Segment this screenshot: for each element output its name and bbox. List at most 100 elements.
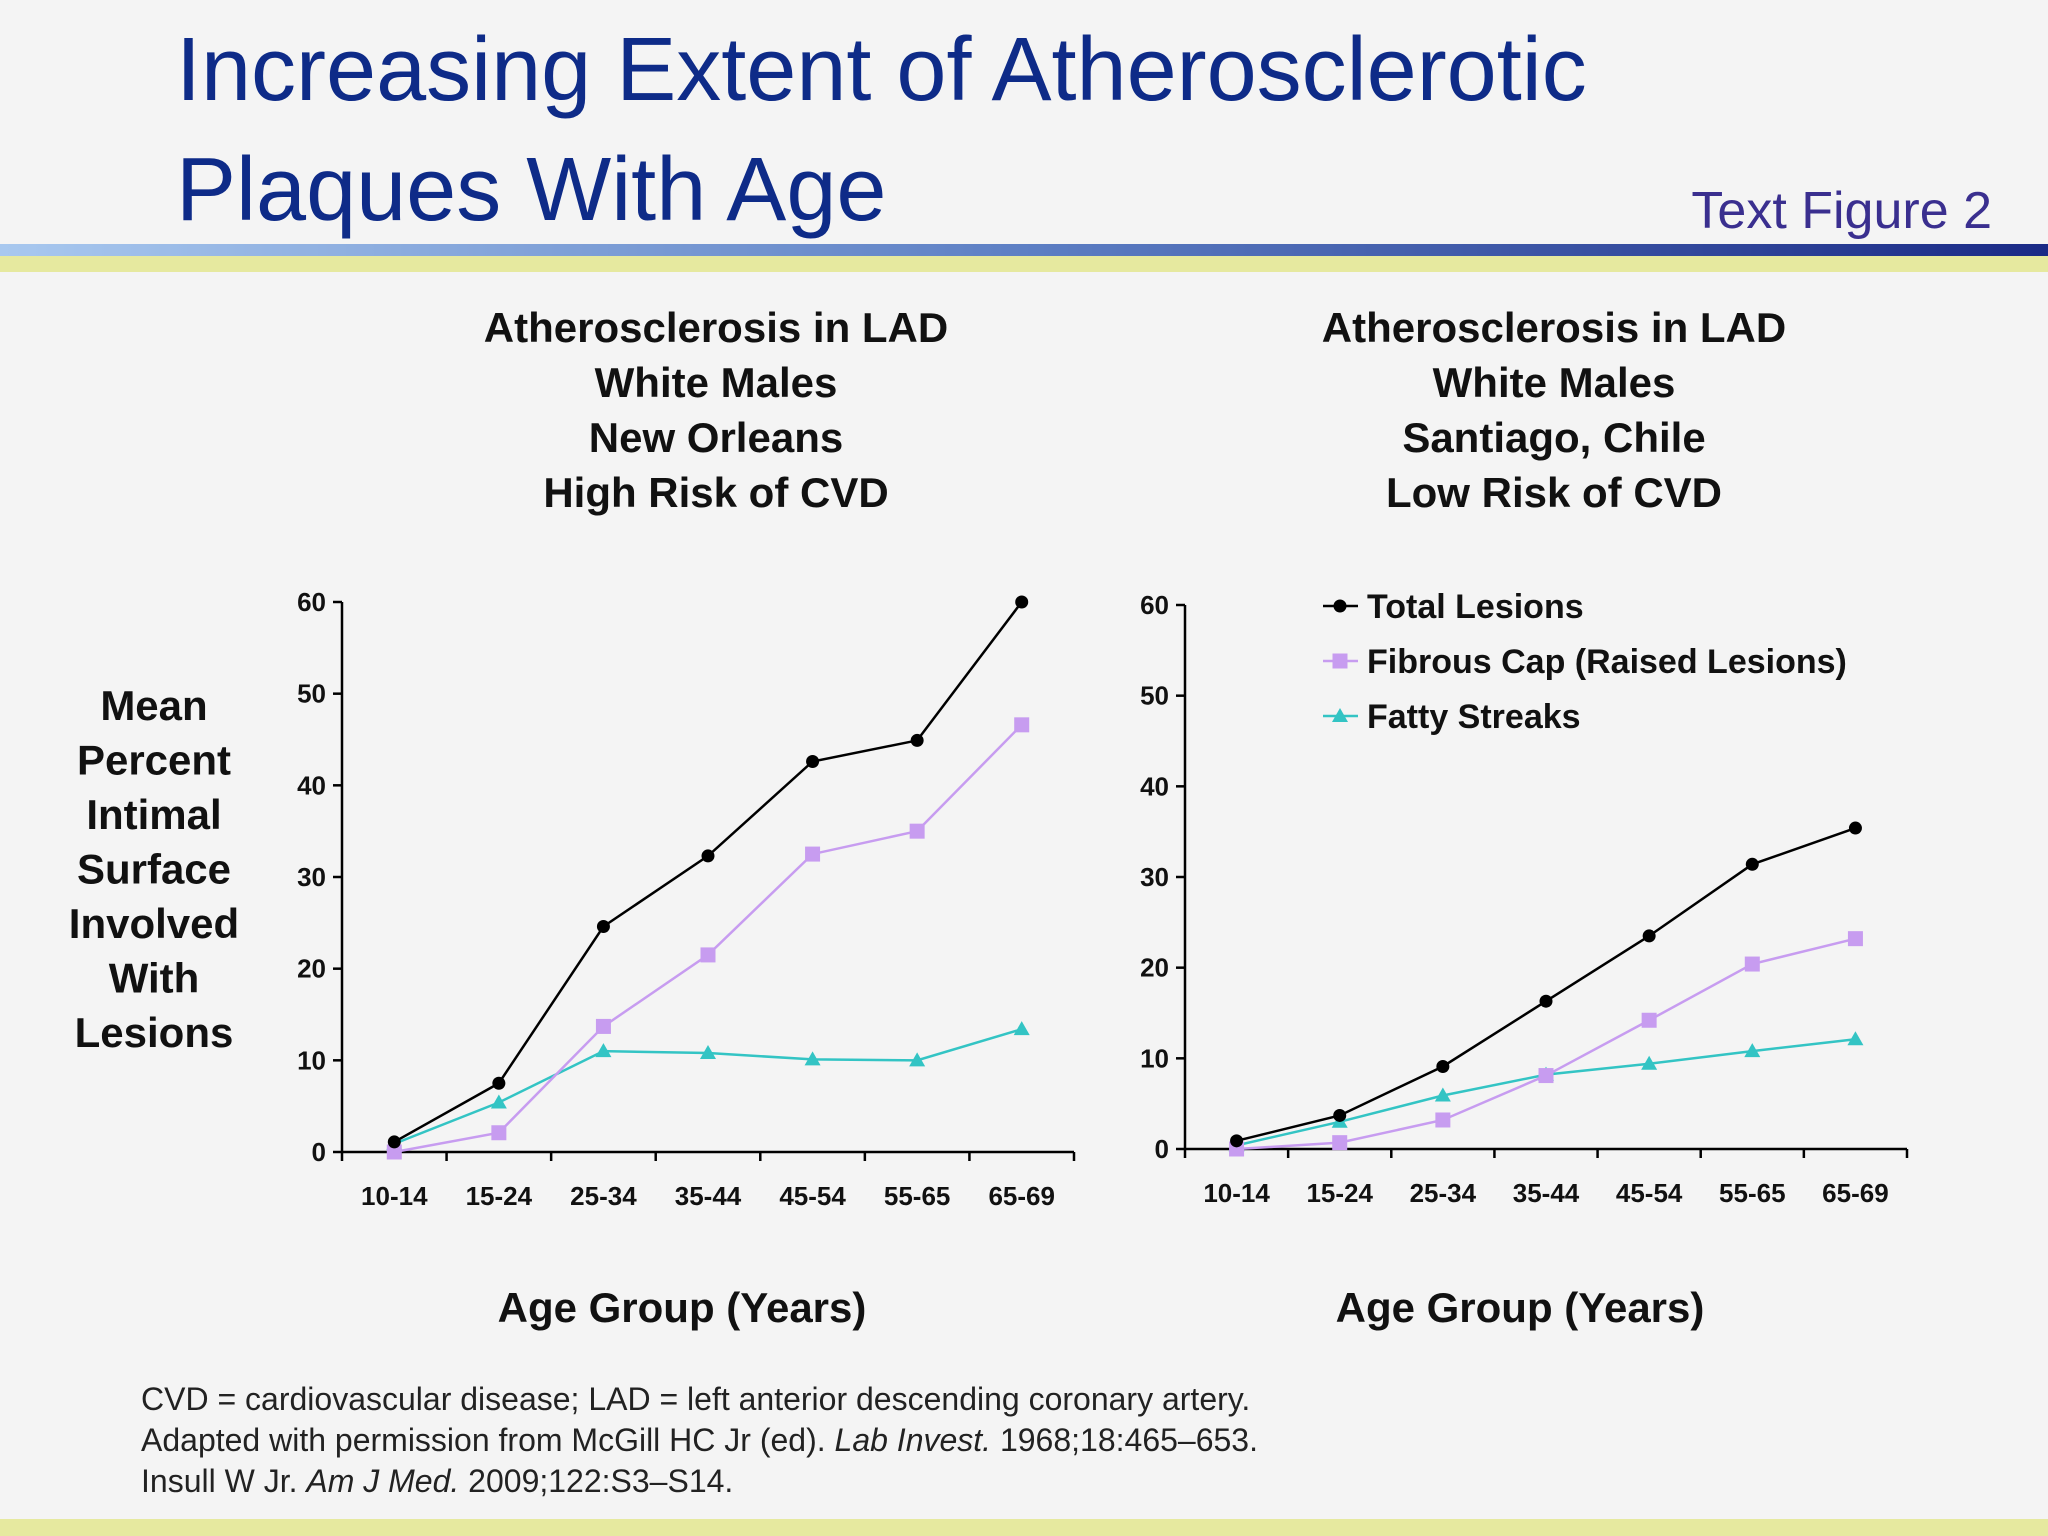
footnote-segment: 1968;18:465–653.: [991, 1422, 1258, 1458]
legend-label: Fibrous Cap (Raised Lesions): [1367, 643, 1847, 681]
x-tick-label: 55-65: [884, 1181, 951, 1211]
y-tick-label: 10: [1140, 1043, 1169, 1073]
marker: [1436, 1059, 1450, 1073]
chart-title: Low Risk of CVD: [1386, 469, 1722, 516]
marker: [1745, 857, 1759, 871]
x-tick-label: 15-24: [1306, 1178, 1373, 1208]
y-axis-label: Surface: [77, 846, 231, 893]
x-axis-label: Age Group (Years): [1336, 1284, 1705, 1331]
y-tick-label: 10: [297, 1045, 326, 1075]
x-tick-label: 45-54: [779, 1181, 846, 1211]
footnote: CVD = cardiovascular disease; LAD = left…: [141, 1381, 1250, 1417]
marker: [492, 1076, 506, 1090]
chart-title: New Orleans: [589, 414, 843, 461]
header-stripe: [0, 256, 2048, 272]
marker: [910, 733, 924, 747]
chart-title: Atherosclerosis in LAD: [1322, 304, 1786, 351]
y-axis-label: Intimal: [86, 791, 221, 838]
slide-title: Plaques With Age: [176, 140, 886, 240]
marker: [1332, 1135, 1348, 1151]
header-bar: [0, 244, 2048, 256]
marker: [1744, 956, 1760, 972]
x-tick-label: 10-14: [361, 1181, 428, 1211]
marker: [595, 1018, 611, 1034]
footnotes: CVD = cardiovascular disease; LAD = left…: [141, 1381, 1258, 1499]
y-axis-label: Mean: [100, 682, 207, 729]
y-axis-label: Percent: [77, 737, 231, 784]
marker: [1641, 1012, 1657, 1028]
chart-title: High Risk of CVD: [543, 469, 888, 516]
footer-stripe: [0, 1519, 2048, 1536]
x-tick-label: 25-34: [570, 1181, 637, 1211]
marker: [1230, 1134, 1244, 1148]
footnote-segment: Lab Invest.: [835, 1422, 992, 1458]
footnote: Adapted with permission from McGill HC J…: [141, 1422, 1258, 1458]
marker: [701, 849, 715, 863]
chart-title: Atherosclerosis in LAD: [484, 304, 948, 351]
marker: [595, 1043, 612, 1058]
legend-label: Fatty Streaks: [1367, 698, 1581, 736]
marker: [1744, 1043, 1761, 1058]
y-tick-label: 20: [1140, 953, 1169, 983]
marker: [1847, 1031, 1864, 1046]
footnote-segment: CVD = cardiovascular disease; LAD = left…: [141, 1381, 1250, 1417]
marker: [490, 1094, 507, 1109]
marker: [909, 1052, 926, 1067]
marker: [1333, 599, 1347, 613]
y-tick-label: 40: [1140, 771, 1169, 801]
marker: [700, 947, 716, 963]
marker: [1015, 595, 1029, 609]
chart-title: White Males: [595, 359, 838, 406]
marker: [806, 755, 820, 768]
x-tick-label: 35-44: [675, 1181, 742, 1211]
marker: [387, 1135, 401, 1149]
marker: [1641, 1055, 1658, 1070]
x-tick-label: 65-69: [1822, 1178, 1889, 1208]
y-tick-label: 60: [297, 587, 326, 617]
chart-title: White Males: [1433, 359, 1676, 406]
x-tick-label: 65-69: [988, 1181, 1055, 1211]
marker: [1332, 653, 1348, 669]
marker: [1013, 1021, 1030, 1036]
x-axis-label: Age Group (Years): [498, 1284, 867, 1331]
footnote-segment: Adapted with permission from McGill HC J…: [141, 1422, 835, 1458]
y-tick-label: 30: [1140, 862, 1169, 892]
y-tick-label: 50: [1140, 681, 1169, 711]
marker: [804, 1051, 821, 1066]
slide-title: Increasing Extent of Atherosclerotic: [176, 20, 1587, 120]
x-tick-label: 25-34: [1410, 1178, 1477, 1208]
marker: [909, 823, 925, 839]
x-tick-label: 10-14: [1203, 1178, 1270, 1208]
x-tick-label: 55-65: [1719, 1178, 1786, 1208]
footnote-segment: Am J Med.: [304, 1463, 459, 1499]
x-tick-label: 45-54: [1616, 1178, 1683, 1208]
y-tick-label: 0: [1155, 1134, 1169, 1164]
x-tick-label: 15-24: [466, 1181, 533, 1211]
y-axis-label: Lesions: [75, 1009, 234, 1056]
marker: [1538, 1068, 1554, 1084]
marker: [1435, 1112, 1451, 1128]
marker: [1642, 929, 1656, 943]
marker: [491, 1125, 507, 1141]
y-tick-label: 50: [297, 679, 326, 709]
legend-label: Total Lesions: [1367, 588, 1584, 626]
y-tick-label: 0: [312, 1137, 326, 1167]
footnote: Insull W Jr. Am J Med. 2009;122:S3–S14.: [141, 1463, 733, 1499]
y-axis-label: With: [109, 955, 200, 1002]
y-tick-label: 20: [297, 954, 326, 984]
y-axis-label: Involved: [69, 900, 239, 947]
chart-title: Santiago, Chile: [1402, 414, 1705, 461]
marker: [386, 1144, 402, 1160]
marker: [1332, 708, 1348, 722]
marker: [1848, 821, 1862, 835]
x-tick-label: 35-44: [1513, 1178, 1580, 1208]
footnote-segment: Insull W Jr.: [141, 1463, 306, 1499]
marker: [1539, 994, 1553, 1008]
footnote-segment: 2009;122:S3–S14.: [459, 1463, 733, 1499]
y-tick-label: 40: [297, 770, 326, 800]
y-tick-label: 30: [297, 862, 326, 892]
marker: [1333, 1108, 1347, 1122]
marker: [700, 1045, 716, 1059]
figure-label: Text Figure 2: [1691, 182, 1992, 240]
